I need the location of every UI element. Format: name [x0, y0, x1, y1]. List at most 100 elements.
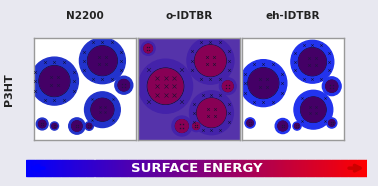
Bar — [151, 160, 152, 176]
Bar — [342, 160, 343, 176]
Bar — [231, 160, 232, 176]
Circle shape — [275, 118, 290, 134]
Bar — [325, 160, 326, 176]
Bar — [150, 160, 151, 176]
Bar — [336, 160, 337, 176]
Circle shape — [144, 44, 152, 53]
Bar — [163, 160, 164, 176]
Circle shape — [294, 90, 333, 129]
Bar — [139, 160, 140, 176]
Bar — [185, 160, 186, 176]
Bar — [250, 160, 251, 176]
Circle shape — [301, 97, 325, 122]
Bar — [288, 160, 290, 176]
Bar — [242, 160, 243, 176]
Bar — [72, 160, 73, 176]
Bar — [160, 160, 161, 176]
Bar — [142, 160, 143, 176]
Bar — [92, 160, 93, 176]
Bar — [224, 160, 225, 176]
Bar — [121, 160, 122, 176]
Bar — [262, 160, 263, 176]
Bar — [330, 160, 332, 176]
Bar — [237, 160, 239, 176]
Bar — [41, 160, 42, 176]
Bar — [337, 160, 338, 176]
Bar — [198, 160, 199, 176]
Bar — [232, 160, 233, 176]
Bar — [53, 160, 54, 176]
Bar — [280, 160, 282, 176]
Bar — [118, 160, 119, 176]
Bar — [309, 160, 310, 176]
Bar — [277, 160, 278, 176]
Bar — [50, 160, 51, 176]
Bar — [263, 160, 265, 176]
Circle shape — [50, 122, 59, 130]
Bar — [220, 160, 222, 176]
Bar — [227, 160, 228, 176]
Bar — [344, 160, 345, 176]
Bar — [46, 160, 47, 176]
Bar — [324, 160, 325, 176]
Bar — [189, 160, 190, 176]
Bar — [332, 160, 333, 176]
Bar — [119, 160, 121, 176]
Bar — [85, 160, 87, 176]
Bar — [349, 160, 350, 176]
Bar — [108, 160, 109, 176]
Bar — [355, 160, 356, 176]
Bar — [258, 160, 259, 176]
Bar — [299, 160, 300, 176]
Bar — [318, 160, 319, 176]
Bar — [156, 160, 157, 176]
Bar — [343, 160, 344, 176]
Circle shape — [187, 37, 234, 84]
Bar — [32, 160, 33, 176]
Bar — [105, 160, 106, 176]
Bar — [94, 160, 96, 176]
Circle shape — [191, 120, 202, 132]
Bar — [191, 160, 192, 176]
Circle shape — [247, 120, 253, 126]
Bar — [97, 160, 98, 176]
Bar — [148, 160, 149, 176]
Bar — [259, 160, 260, 176]
Bar — [167, 160, 168, 176]
Bar — [287, 160, 288, 176]
Bar — [335, 160, 336, 176]
Bar — [241, 160, 242, 176]
Bar — [132, 160, 133, 176]
Bar — [269, 160, 270, 176]
Bar — [116, 160, 117, 176]
Bar — [249, 160, 250, 176]
Bar — [143, 160, 144, 176]
Bar — [305, 160, 307, 176]
Bar — [276, 160, 277, 176]
Bar — [87, 160, 88, 176]
Text: SURFACE ENERGY: SURFACE ENERGY — [131, 162, 262, 175]
Bar — [63, 160, 64, 176]
Bar — [123, 160, 124, 176]
Bar — [246, 160, 248, 176]
Bar — [364, 160, 366, 176]
Bar — [114, 160, 115, 176]
Circle shape — [172, 116, 192, 136]
Bar — [71, 160, 72, 176]
Bar — [265, 160, 266, 176]
Bar — [57, 160, 58, 176]
Bar — [346, 160, 347, 176]
Bar — [76, 160, 77, 176]
Circle shape — [327, 118, 337, 128]
Bar — [291, 160, 292, 176]
Bar — [296, 160, 297, 176]
Bar — [295, 160, 296, 176]
Bar — [133, 160, 134, 176]
Bar — [274, 160, 275, 176]
Bar — [292, 160, 293, 176]
Bar — [353, 160, 354, 176]
Circle shape — [36, 118, 48, 130]
Bar — [261, 160, 262, 176]
Bar — [271, 160, 273, 176]
Bar — [31, 160, 32, 176]
